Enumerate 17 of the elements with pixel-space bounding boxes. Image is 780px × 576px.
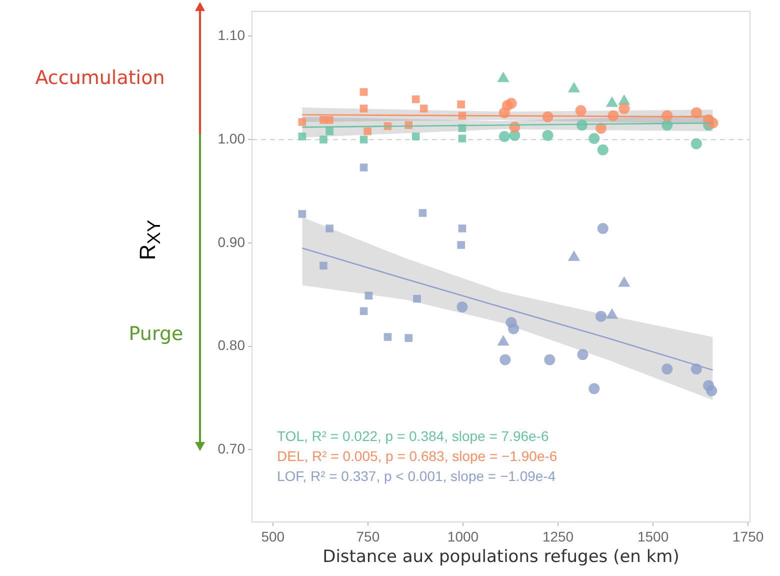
text: Accumulation	[35, 67, 165, 89]
y-tick-label: 1.00	[218, 130, 246, 146]
y-tick-label: 0.80	[218, 337, 246, 354]
text: Purge	[128, 323, 184, 345]
x-tick-label: 1000	[447, 528, 479, 544]
x-tick-label: 1250	[542, 528, 574, 544]
y-tick-label: 1.10	[218, 27, 246, 44]
annotation: DEL, R² = 0.005, p = 0.683, slope = −1.90e-6	[277, 448, 558, 464]
annotation: TOL, R² = 0.022, p = 0.384, slope = 7.96e-6	[277, 428, 549, 444]
x-tick-label: 500	[261, 528, 285, 544]
y-tick-label: 0.70	[218, 440, 246, 457]
y-tick-label: 0.90	[218, 234, 246, 250]
x-tick-label: 1750	[732, 528, 764, 544]
x-tick-label: 750	[356, 528, 380, 544]
annotation: LOF, R² = 0.337, p < 0.001, slope = −1.09e-4	[277, 468, 556, 484]
x-axis-title: Distance aux populations refuges (en km)	[322, 547, 680, 568]
x-tick-label: 1500	[637, 528, 669, 544]
